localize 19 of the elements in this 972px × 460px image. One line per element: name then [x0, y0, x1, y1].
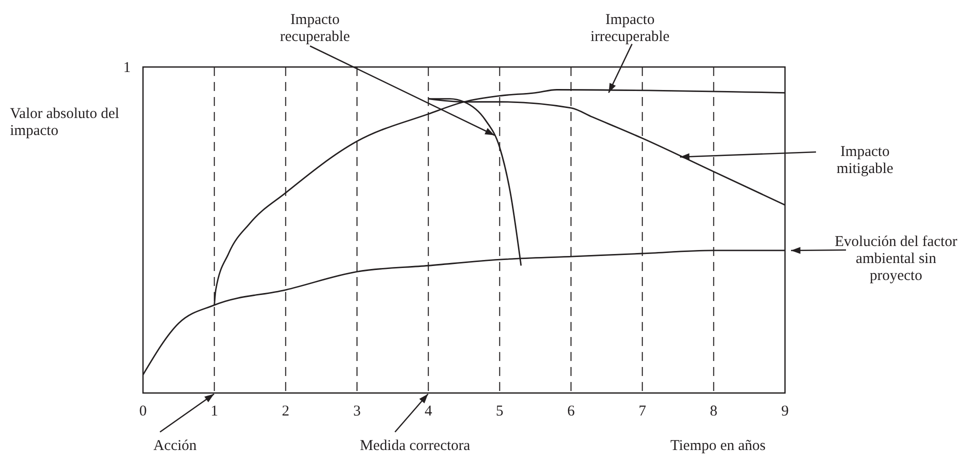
y-axis-title: Valor absoluto del impacto	[10, 106, 120, 140]
x-tick-label: 6	[567, 404, 576, 420]
x-tick-label: 9	[781, 404, 789, 420]
x-tick-label: 5	[496, 404, 504, 420]
x-tick-label: 2	[282, 404, 290, 420]
text: Acción	[152, 438, 198, 455]
annotation: Impacto recuperable	[279, 12, 351, 46]
annotation: Impacto irrecuperable	[589, 12, 671, 46]
x-tick-label: 8	[710, 404, 718, 420]
x-tick-label: 3	[353, 404, 361, 420]
text: Impacto mitigable	[836, 144, 894, 178]
text: 1	[122, 60, 132, 77]
text: Medida correctora	[358, 438, 472, 455]
x-tick-label: 7	[638, 404, 647, 420]
x-axis-title: Tiempo en años	[669, 438, 767, 455]
x-tick-label: 4	[424, 404, 433, 420]
x-tick-label: 0	[139, 404, 147, 420]
annotation: Evolución del factor ambiental sin proyecto	[834, 234, 958, 285]
x-tick-label: 1	[210, 404, 218, 420]
